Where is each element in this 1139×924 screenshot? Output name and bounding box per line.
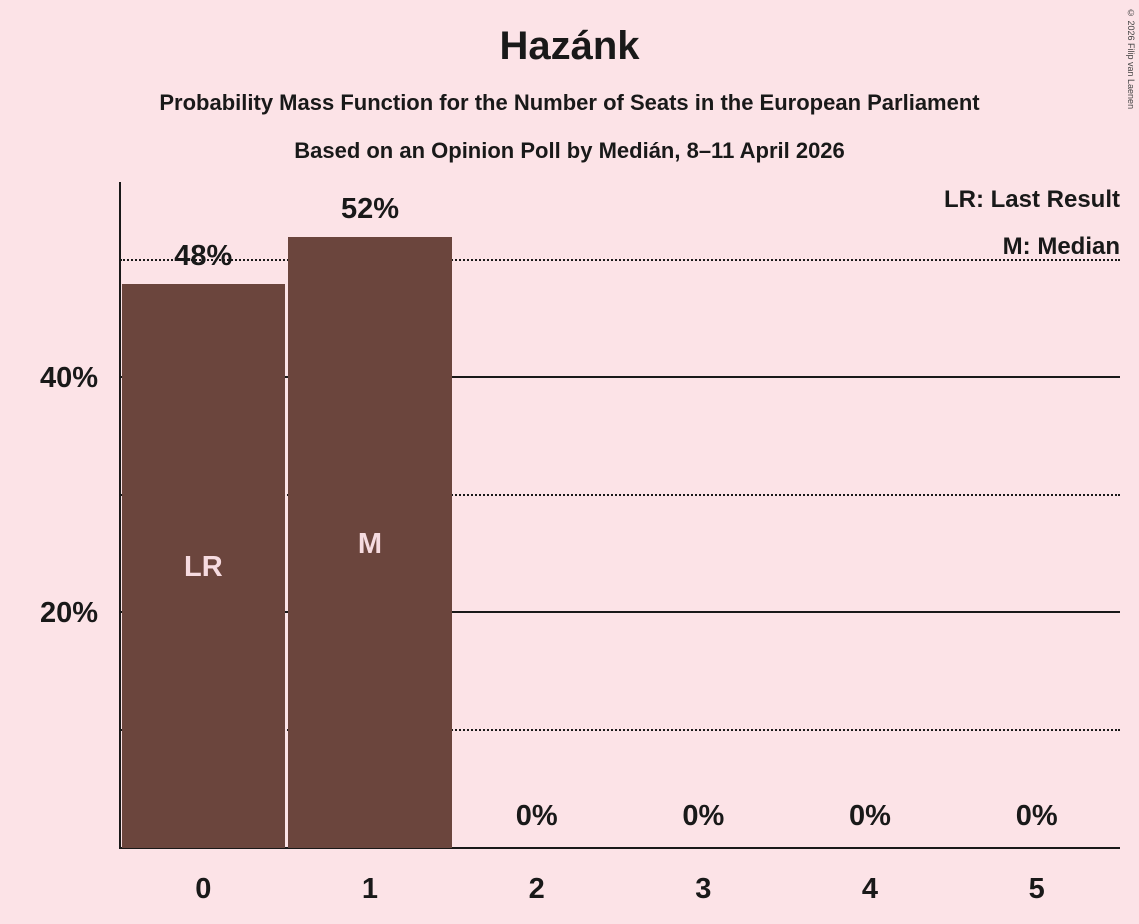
bar-0 bbox=[121, 284, 286, 848]
gridline-10pct bbox=[120, 728, 1120, 731]
x-tick-1: 1 bbox=[361, 873, 379, 905]
gridline-50pct bbox=[120, 258, 1120, 261]
y-axis-line bbox=[119, 182, 121, 848]
value-label-0: 48% bbox=[174, 240, 233, 272]
bar-annotation-lr: LR bbox=[183, 551, 223, 583]
legend-last-result: LR: Last Result bbox=[943, 186, 1120, 213]
value-label-3: 0% bbox=[682, 800, 725, 832]
y-tick-20pct: 20% bbox=[39, 597, 98, 629]
gridline-30pct bbox=[120, 493, 1120, 496]
chart-subtitle: Probability Mass Function for the Number… bbox=[159, 90, 980, 115]
x-tick-4: 4 bbox=[861, 873, 879, 905]
x-tick-0: 0 bbox=[195, 873, 212, 905]
bar-1 bbox=[288, 237, 452, 848]
x-tick-3: 3 bbox=[695, 873, 712, 905]
value-label-1: 52% bbox=[340, 193, 399, 225]
chart-title: Hazánk bbox=[499, 24, 640, 68]
value-label-4: 0% bbox=[849, 800, 891, 832]
x-axis-line bbox=[119, 847, 1120, 849]
y-tick-40pct: 40% bbox=[39, 362, 98, 394]
x-tick-2: 2 bbox=[528, 873, 545, 905]
legend-median: M: Median bbox=[1002, 233, 1120, 260]
chart-poll-info: Based on an Opinion Poll by Medián, 8–11… bbox=[294, 138, 845, 163]
x-tick-5: 5 bbox=[1028, 873, 1045, 905]
value-label-2: 0% bbox=[515, 800, 558, 832]
plot-area: LR 48% M 52% 0% 0% 0% 0% bbox=[120, 182, 1120, 848]
bar-annotation-m: M bbox=[357, 527, 383, 560]
gridline-20pct bbox=[120, 611, 1120, 613]
value-label-5: 0% bbox=[1015, 800, 1058, 832]
gridline-40pct bbox=[120, 376, 1120, 378]
copyright-notice: © 2026 Filip van Laenen bbox=[1126, 8, 1136, 110]
